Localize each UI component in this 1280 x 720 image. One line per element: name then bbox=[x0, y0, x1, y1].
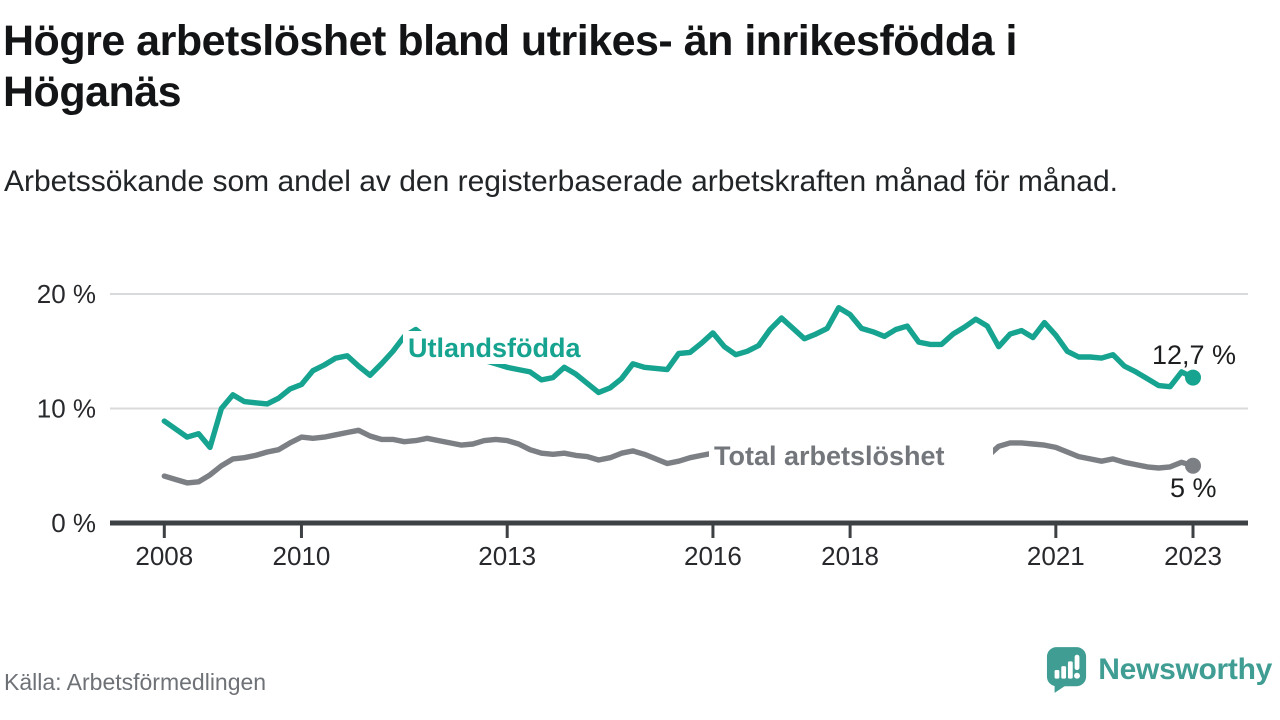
x-tick-label-2023: 2023 bbox=[1164, 541, 1222, 571]
series-end-value-utlandsfodda: 12,7 % bbox=[1152, 340, 1236, 370]
y-axis-label-0: 0 % bbox=[51, 508, 96, 538]
page-subtitle: Arbetssökande som andel av den registerb… bbox=[4, 165, 1118, 198]
newsworthy-bubble-chart-icon bbox=[1047, 647, 1087, 693]
series-label-utlandsfodda: Utlandsfödda bbox=[408, 333, 581, 363]
x-tick-label-2016: 2016 bbox=[684, 541, 742, 571]
series-end-dot-utlandsfodda bbox=[1185, 369, 1201, 386]
x-tick-label-2008: 2008 bbox=[135, 541, 193, 571]
series-line-total-arbetsloshet bbox=[161, 427, 1196, 486]
x-tick-label-2018: 2018 bbox=[821, 541, 879, 571]
series-label-plate-utlandsfodda bbox=[403, 331, 615, 364]
x-tick-label-2013: 2013 bbox=[478, 541, 536, 571]
y-axis-label-20: 20 % bbox=[37, 279, 96, 309]
y-axis-label-10: 10 % bbox=[37, 394, 96, 424]
newsworthy-wordmark: Newsworthy bbox=[1098, 653, 1272, 686]
page-title: Högre arbetslöshet bland utrikes- än inr… bbox=[3, 17, 1017, 116]
series-label-total-arbetsloshet: Total arbetslöshet bbox=[714, 441, 945, 471]
series-label-plate-total-arbetsloshet bbox=[709, 440, 993, 473]
series-end-value-total-arbetsloshet: 5 % bbox=[1170, 473, 1217, 503]
x-tick-label-2021: 2021 bbox=[1027, 541, 1085, 571]
series-end-dot-total-arbetsloshet bbox=[1185, 457, 1201, 474]
x-tick-label-2010: 2010 bbox=[273, 541, 331, 571]
newsworthy-logo: Newsworthy bbox=[1046, 646, 1272, 694]
series-line-utlandsfodda bbox=[161, 305, 1196, 451]
source-note: Källa: Arbetsförmedlingen bbox=[4, 669, 267, 695]
